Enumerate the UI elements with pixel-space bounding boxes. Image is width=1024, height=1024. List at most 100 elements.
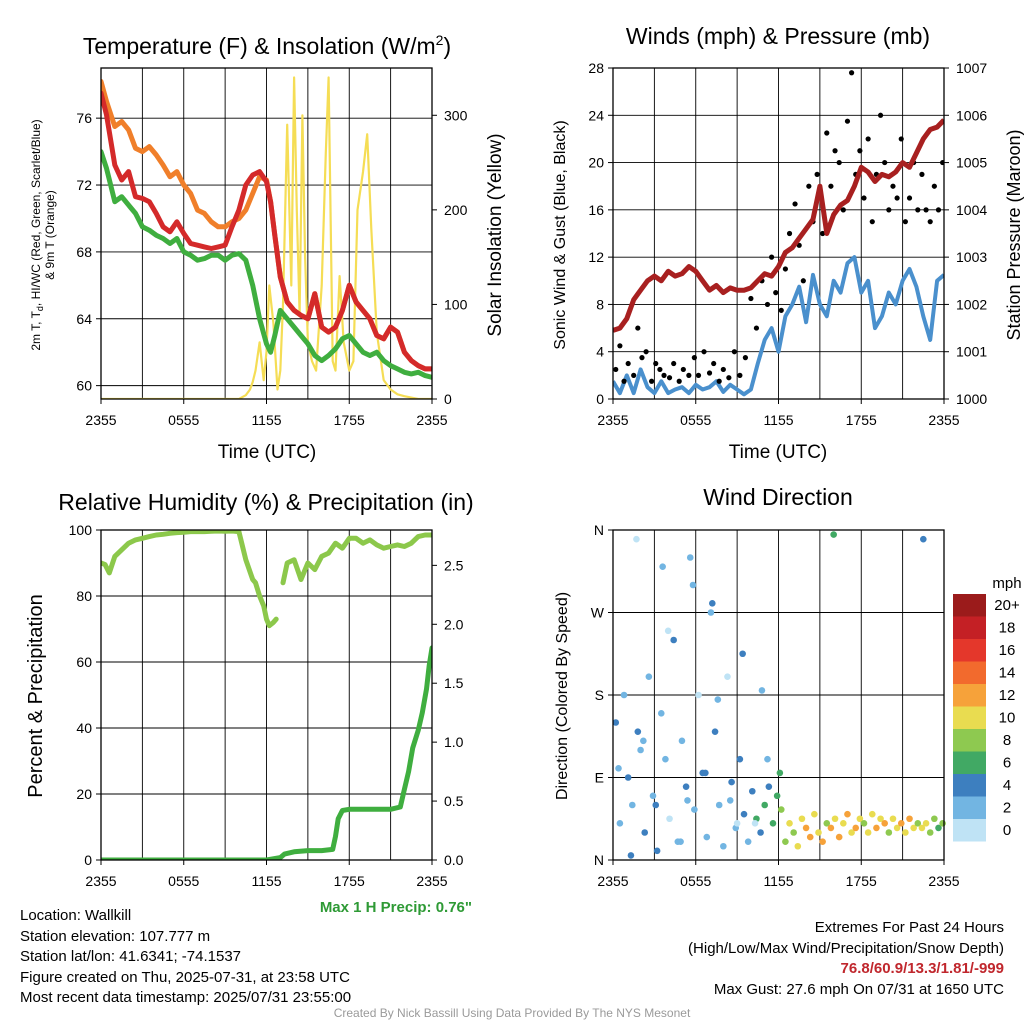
gust-point	[639, 355, 645, 361]
legend-label: 2	[1003, 800, 1011, 817]
direction-point	[910, 824, 917, 832]
direction-point	[640, 737, 647, 745]
direction-point	[691, 806, 698, 813]
y-tick-label: 80	[76, 588, 92, 604]
gust-point	[828, 183, 834, 189]
legend-label: 8	[1003, 732, 1011, 749]
direction-point	[764, 755, 771, 763]
direction-point	[744, 838, 752, 845]
y-tick-label: 0	[84, 852, 92, 868]
legend-label: 4	[1003, 777, 1011, 794]
direction-point	[815, 829, 822, 836]
legend-label: 6	[1003, 755, 1011, 772]
gust-point	[919, 171, 925, 177]
dir-title: Wind Direction	[703, 484, 853, 510]
gust-point	[731, 349, 737, 355]
gust-point	[882, 159, 888, 166]
temp-ylabel-right: Solar Insolation (Yellow)	[485, 133, 506, 336]
direction-point	[659, 563, 666, 570]
y-tick-label: 0	[596, 391, 604, 407]
y-tick-label: 28	[588, 60, 604, 76]
humidity-plot: 0 20 40 60 80 100 0.0 0.5 1.0 1.5 2.0 2.5 2355 0555 11…	[69, 522, 464, 889]
direction-point	[726, 797, 734, 804]
direction-point	[612, 719, 620, 726]
direction-point	[670, 636, 677, 644]
direction-point	[802, 824, 810, 832]
direction-point	[877, 815, 884, 823]
gust-point	[927, 219, 933, 225]
y-tick-label: 12	[588, 249, 604, 265]
direction-point	[790, 829, 797, 836]
direction-point	[620, 691, 628, 699]
direction-point	[616, 820, 624, 827]
direction-point	[873, 824, 880, 832]
legend-label: 14	[999, 665, 1016, 682]
station-location: Location: Wallkill	[20, 907, 132, 924]
gust-point	[726, 375, 732, 381]
x-tick-label: 1155	[251, 873, 281, 889]
y2-tick-label: 200	[444, 202, 468, 218]
direction-point	[714, 696, 722, 703]
direction-point	[902, 829, 909, 836]
legend-swatch	[953, 774, 986, 797]
temp-ylabel-left: 2m T, Td, HI/WC (Red, Green, Scarlet/Blu…	[29, 119, 57, 350]
direction-point	[864, 829, 872, 836]
y2-tick-label: 1004	[956, 202, 987, 218]
gust-point	[680, 366, 686, 373]
y2-tick-label: 2.5	[444, 557, 464, 573]
x-tick-label: 2355	[85, 873, 116, 889]
max-gust: Max Gust: 27.6 mph On 07/31 at 1650 UTC	[713, 980, 1004, 998]
gust-point	[720, 366, 726, 373]
winds-plot: 0 4 8 12 16 20 24 28 1000 1001 1002 1003 1004 1005 100…	[588, 60, 987, 428]
legend-label: 10	[999, 710, 1016, 727]
gust-point	[748, 295, 754, 302]
direction-point	[823, 820, 831, 827]
gust-point	[695, 372, 702, 378]
direction-point	[897, 820, 905, 827]
direction-point	[881, 820, 888, 827]
gust-point	[676, 378, 682, 384]
direction-point	[852, 824, 860, 832]
direction-point	[931, 815, 938, 823]
legend-label: 16	[999, 642, 1016, 659]
gust-point	[886, 207, 892, 213]
direction-points-group	[612, 531, 946, 859]
gust-point	[792, 201, 798, 207]
rh-title: Relative Humidity (%) & Precipitation (i…	[58, 489, 473, 515]
winds-panel: Winds (mph) & Pressure (mb) Sonic Wind &…	[552, 23, 1024, 463]
y-tick-label: 40	[76, 720, 92, 736]
gust-point	[786, 230, 793, 237]
x-tick-label: 1755	[334, 873, 365, 889]
y2-tick-label: 300	[444, 107, 468, 123]
gust-point	[778, 307, 784, 313]
direction-point	[702, 769, 709, 777]
direction-point	[794, 842, 802, 850]
wind-ylabel-left: Sonic Wind & Gust (Blue, Black)	[552, 120, 569, 349]
temp-title: Temperature (F) & Insolation (W/m2)	[83, 32, 451, 59]
speed-legend-title: mph	[992, 575, 1021, 592]
gust-point	[902, 219, 908, 225]
legend-swatch	[953, 706, 986, 729]
gust-point	[631, 372, 637, 378]
station-elevation: Station elevation: 107.777 m	[20, 927, 211, 945]
direction-point	[806, 833, 814, 841]
legend-label: 0	[1003, 822, 1011, 839]
series-line-station-pressure	[613, 118, 944, 333]
series-line-2m-t	[101, 90, 432, 372]
direction-point	[627, 852, 635, 859]
series-line-relative-humidity	[101, 530, 279, 629]
direction-point	[922, 820, 930, 827]
direction-point	[695, 691, 702, 699]
direction-point	[689, 581, 697, 589]
gust-point	[869, 219, 875, 225]
y-tick-label: E	[595, 770, 604, 786]
gust-point	[898, 136, 904, 142]
gust-point	[906, 195, 913, 201]
gust-point	[836, 159, 842, 166]
precip-note: Max 1 H Precip: 0.76"	[320, 899, 472, 916]
gust-point	[824, 130, 830, 136]
extremes-box: Extremes For Past 24 Hours (High/Low/Max…	[688, 918, 1004, 1000]
x-tick-label: 1155	[763, 873, 793, 889]
plot-border	[100, 529, 433, 861]
y2-tick-label: 1.0	[444, 734, 464, 750]
